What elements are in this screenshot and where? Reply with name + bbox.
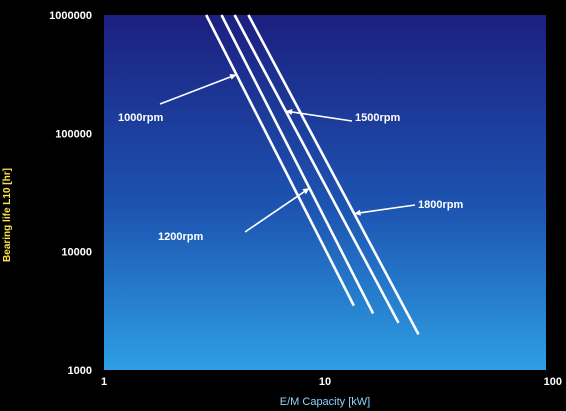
annotation-1200rpm: 1200rpm	[158, 231, 203, 243]
annotation-arrow-1200rpm	[244, 187, 310, 233]
tick-layer: 1000 10000 100000 1000000 1 10 100	[49, 10, 562, 388]
series-line-1000rpm	[205, 14, 355, 307]
annotation-1000rpm: 1000rpm	[118, 112, 163, 124]
annotation-1800rpm: 1800rpm	[418, 199, 463, 211]
x-tick-label: 1	[101, 376, 107, 388]
annotation-arrowhead-1800rpm	[354, 209, 361, 216]
annotation-arrowhead-1200rpm	[302, 188, 310, 195]
annotation-arrow-1800rpm	[354, 204, 416, 215]
y-tick-label: 100000	[55, 128, 92, 140]
series-line-1500rpm	[233, 14, 400, 324]
y-axis-label: Bearing life L10 [hr]	[2, 168, 13, 262]
plot-area	[104, 15, 546, 370]
annotation-arrowhead-1000rpm	[229, 73, 237, 80]
series-line-1800rpm	[247, 14, 420, 336]
x-tick-label: 100	[544, 376, 562, 388]
annotation-arrowhead-1500rpm	[285, 108, 293, 116]
annotation-layer: 1000rpm 1200rpm 1500rpm 1800rpm	[118, 73, 463, 243]
annotation-1500rpm: 1500rpm	[355, 112, 400, 124]
y-tick-label: 1000000	[49, 10, 92, 22]
series-layer	[205, 14, 420, 336]
y-tick-label: 10000	[61, 247, 92, 259]
x-axis-label: E/M Capacity [kW]	[280, 396, 370, 408]
annotation-arrow-1500rpm	[285, 110, 353, 122]
annotation-arrow-1000rpm	[159, 73, 237, 105]
series-line-1200rpm	[220, 14, 375, 315]
y-tick-label: 1000	[68, 365, 92, 377]
x-tick-label: 10	[319, 376, 331, 388]
